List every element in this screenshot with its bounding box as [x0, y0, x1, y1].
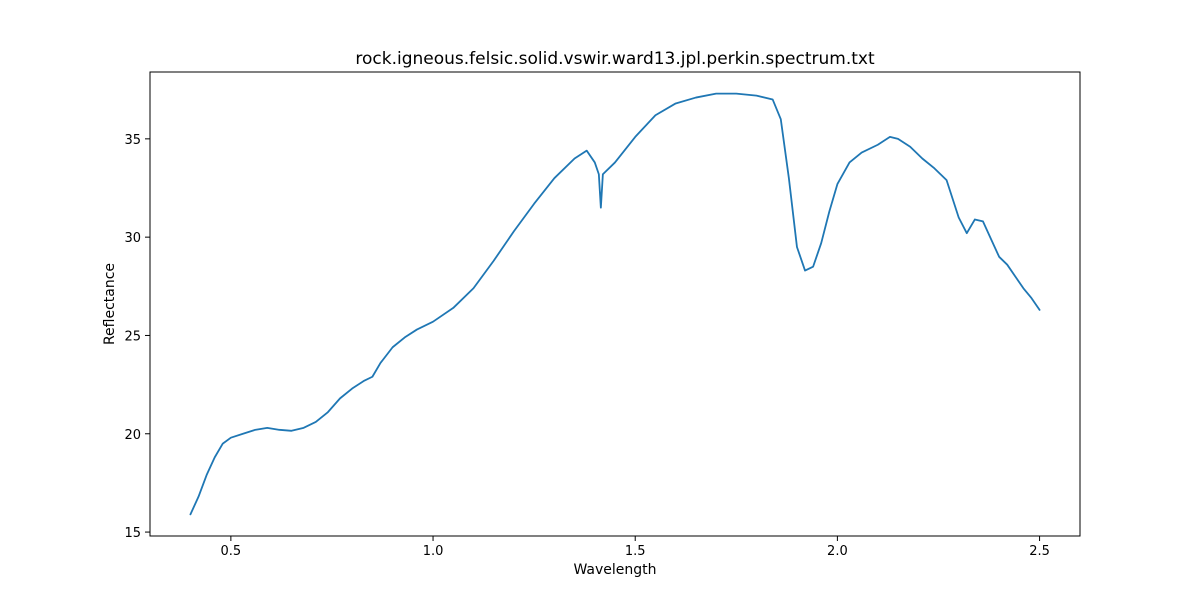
chart-title: rock.igneous.felsic.solid.vswir.ward13.j…: [355, 49, 875, 69]
y-axis: 15 20 25 30 35: [124, 133, 150, 541]
x-tick-label: 1.5: [625, 544, 646, 559]
y-tick-label: 25: [124, 329, 141, 344]
y-tick-label: 30: [124, 231, 141, 246]
x-axis-label: Wavelength: [573, 562, 656, 578]
x-tick-label: 2.0: [827, 544, 848, 559]
y-tick-label: 20: [124, 428, 141, 443]
plot-frame: [149, 71, 1081, 537]
x-tick-label: 0.5: [221, 544, 242, 559]
x-tick-label: 1.0: [423, 544, 444, 559]
x-axis: 0.5 1.0 1.5 2.0 2.5: [221, 536, 1050, 559]
y-axis-label: Reflectance: [102, 263, 118, 345]
y-tick-label: 15: [124, 526, 141, 541]
spectrum-line: [189, 92, 1041, 516]
y-tick-label: 35: [124, 133, 141, 148]
plot-area: [189, 92, 1041, 516]
x-tick-label: 2.5: [1029, 544, 1050, 559]
